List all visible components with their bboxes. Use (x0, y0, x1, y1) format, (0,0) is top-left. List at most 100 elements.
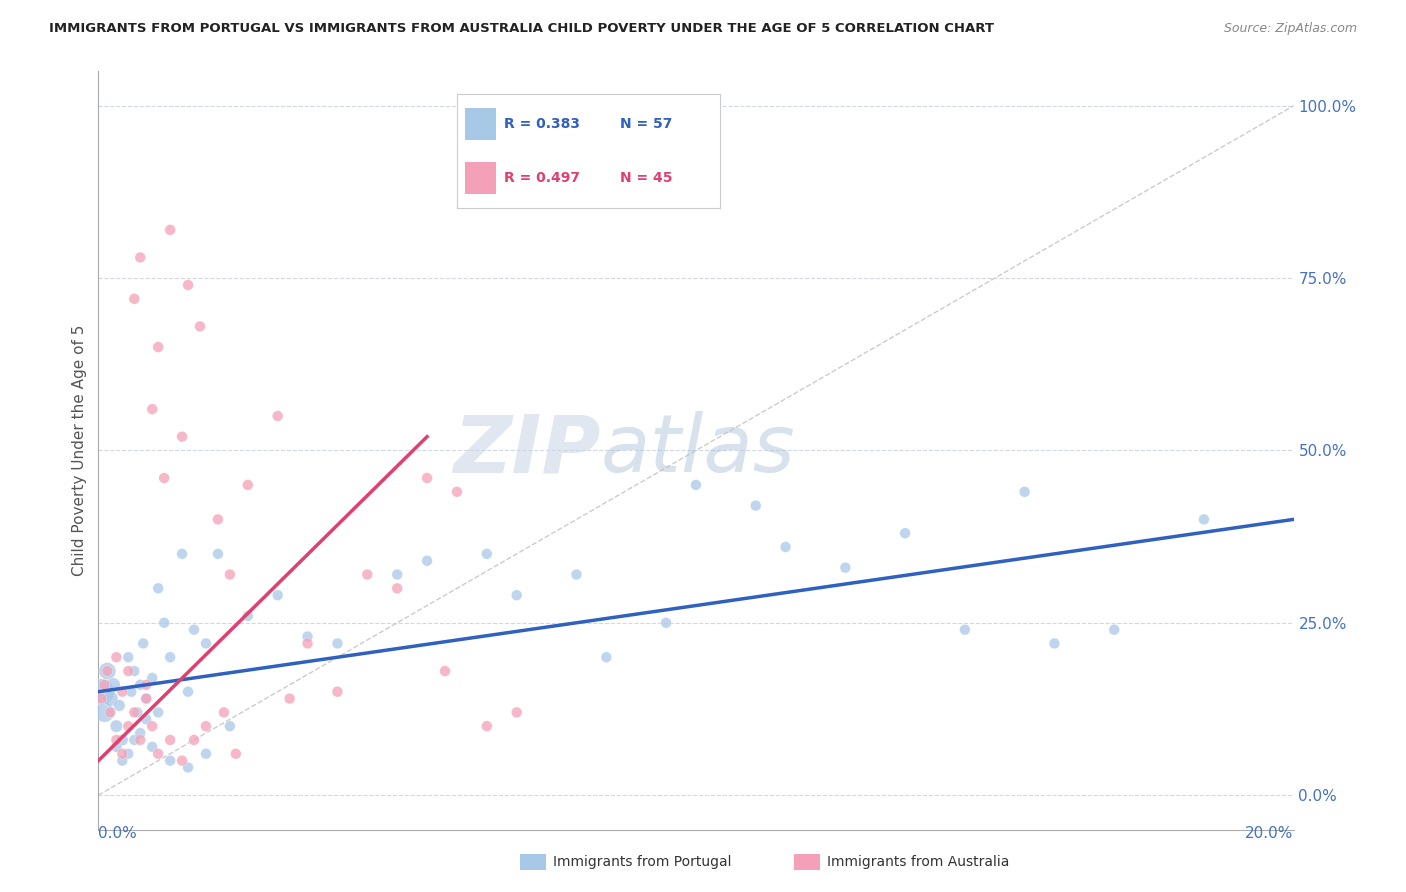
Point (105, 733, 128, 747)
Point (1043, 636, 1066, 650)
Point (117, 650, 139, 665)
Point (135, 678, 157, 692)
Point (434, 664, 457, 678)
Point (148, 706, 170, 720)
Point (129, 251, 152, 265)
Point (96, 664, 118, 678)
Point (297, 636, 319, 650)
Text: IMMIGRANTS FROM PORTUGAL VS IMMIGRANTS FROM AUSTRALIA CHILD POVERTY UNDER THE AG: IMMIGRANTS FROM PORTUGAL VS IMMIGRANTS F… (49, 22, 994, 36)
Point (267, 409, 290, 423)
Point (141, 671, 163, 685)
Point (236, 478, 259, 492)
Point (326, 636, 349, 650)
Point (195, 636, 218, 650)
Point (93, 678, 115, 692)
Point (117, 747, 139, 761)
Point (135, 691, 157, 706)
Text: Source: ZipAtlas.com: Source: ZipAtlas.com (1223, 22, 1357, 36)
Point (117, 664, 139, 678)
Point (111, 733, 134, 747)
Point (236, 608, 259, 623)
Point (1014, 484, 1036, 499)
Point (565, 567, 588, 582)
Point (685, 478, 707, 492)
Point (98, 706, 122, 720)
Y-axis label: Child Poverty Under the Age of 5: Child Poverty Under the Age of 5 (72, 325, 87, 576)
Point (356, 567, 378, 582)
Point (141, 719, 163, 733)
Point (506, 588, 529, 602)
Point (297, 630, 319, 644)
Point (278, 691, 301, 706)
Point (159, 650, 181, 665)
Point (129, 733, 152, 747)
Point (159, 223, 181, 237)
Point (96, 664, 118, 678)
Point (111, 754, 134, 768)
Point (446, 484, 468, 499)
Point (195, 719, 218, 733)
Point (135, 691, 157, 706)
Point (153, 471, 176, 485)
Text: Immigrants from Portugal: Immigrants from Portugal (553, 855, 731, 869)
Point (172, 754, 194, 768)
Point (267, 588, 290, 602)
Point (120, 684, 142, 698)
Point (775, 540, 797, 554)
Text: 0.0%: 0.0% (98, 826, 138, 840)
Point (177, 760, 200, 774)
Point (177, 684, 200, 698)
Text: atlas: atlas (600, 411, 796, 490)
Point (219, 567, 242, 582)
Point (129, 678, 152, 692)
Point (105, 719, 128, 733)
Point (98, 691, 122, 706)
Point (188, 319, 211, 334)
Point (148, 340, 170, 354)
Point (475, 547, 498, 561)
Point (103, 678, 125, 692)
Point (183, 733, 205, 747)
Point (90, 684, 112, 698)
Point (595, 650, 617, 665)
Point (117, 719, 139, 733)
Point (124, 664, 146, 678)
Point (745, 499, 768, 513)
Point (1104, 623, 1126, 637)
Point (148, 747, 170, 761)
Point (475, 719, 498, 733)
Point (105, 650, 128, 665)
Point (416, 554, 439, 568)
Text: 20.0%: 20.0% (1246, 826, 1294, 840)
Point (219, 719, 242, 733)
Point (124, 292, 146, 306)
Point (153, 615, 176, 630)
Point (132, 636, 155, 650)
Point (93, 706, 115, 720)
Point (506, 706, 529, 720)
Point (129, 726, 152, 740)
Point (183, 623, 205, 637)
Point (159, 733, 181, 747)
Point (111, 747, 134, 761)
Point (90, 691, 112, 706)
Point (124, 733, 146, 747)
Point (172, 430, 194, 444)
Point (105, 739, 128, 754)
Point (834, 560, 856, 574)
Point (225, 747, 247, 761)
Point (207, 547, 229, 561)
Point (177, 278, 200, 293)
Point (385, 567, 409, 582)
Point (141, 739, 163, 754)
Point (212, 706, 235, 720)
Point (385, 582, 409, 596)
Point (326, 684, 349, 698)
Point (124, 706, 146, 720)
Point (148, 582, 170, 596)
Point (135, 712, 157, 726)
Point (111, 684, 134, 698)
Point (416, 471, 439, 485)
Point (195, 747, 218, 761)
Text: Immigrants from Australia: Immigrants from Australia (827, 855, 1010, 869)
